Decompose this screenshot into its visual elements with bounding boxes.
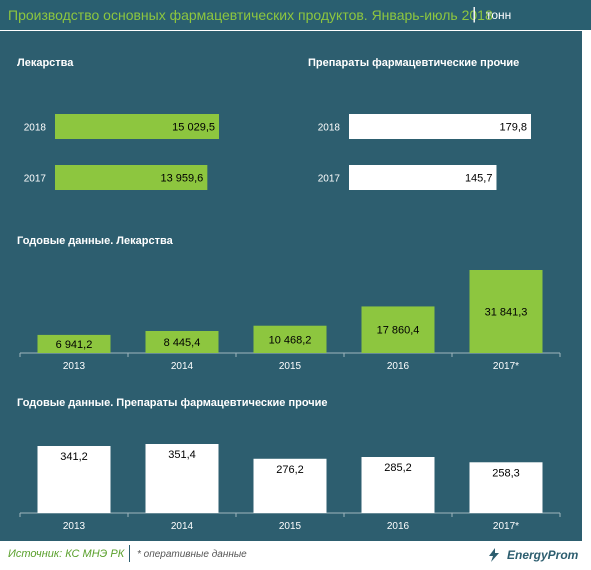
- chart-title-annual-other: Годовые данные. Препараты фармацевтическ…: [17, 397, 328, 409]
- bar: [145, 330, 219, 353]
- bar: [37, 446, 111, 513]
- footnote-text: * оперативные данные: [137, 549, 247, 560]
- x-tick-label: 2015: [279, 361, 302, 372]
- bar: [361, 306, 435, 353]
- bar: [145, 444, 219, 513]
- bar: [469, 270, 543, 353]
- source-text: Источник: КС МНЭ РК: [8, 548, 125, 560]
- bar: [37, 334, 111, 353]
- category-label: 2017: [318, 174, 341, 185]
- data-label: 179,8: [499, 122, 527, 134]
- data-label: 351,4: [168, 449, 196, 461]
- category-label: 2017: [24, 174, 47, 185]
- data-label: 341,2: [60, 451, 88, 463]
- energyprom-logo-text: EnergyProm: [507, 548, 579, 562]
- x-tick-label: 2013: [63, 521, 86, 532]
- x-tick-label: 2015: [279, 521, 302, 532]
- bar: [253, 325, 327, 353]
- x-tick-label: 2014: [171, 521, 194, 532]
- data-label: 13 959,6: [160, 173, 203, 185]
- category-label: 2018: [24, 123, 47, 134]
- x-tick-label: 2017*: [493, 361, 519, 372]
- bar: [349, 165, 497, 190]
- chart-title-medicines: Лекарства: [17, 57, 74, 69]
- data-label: 10 468,2: [269, 334, 312, 346]
- x-tick-label: 2013: [63, 361, 86, 372]
- energyprom-logo-icon: [489, 548, 499, 562]
- data-label: 258,3: [492, 467, 520, 479]
- data-label: 145,7: [465, 173, 493, 185]
- data-label: 6 941,2: [56, 339, 93, 351]
- category-label: 2018: [318, 123, 341, 134]
- header-bar: Производство основных фармацевтических п…: [0, 0, 591, 30]
- bar: [253, 458, 327, 513]
- x-tick-label: 2016: [387, 521, 410, 532]
- data-label: 285,2: [384, 462, 412, 474]
- data-label: 17 860,4: [377, 325, 420, 337]
- data-label: 276,2: [276, 464, 304, 476]
- data-label: 31 841,3: [485, 307, 528, 319]
- chart-title-other-preparations: Препараты фармацевтические прочие: [308, 57, 520, 69]
- footer-divider: [129, 545, 130, 562]
- x-tick-label: 2014: [171, 361, 194, 372]
- bar: [349, 114, 531, 139]
- bar: [55, 165, 208, 190]
- title-separator: |: [472, 4, 477, 23]
- x-tick-label: 2017*: [493, 521, 519, 532]
- data-label: 15 029,5: [172, 122, 215, 134]
- chart-title-annual-medicines: Годовые данные. Лекарства: [17, 235, 173, 247]
- data-label: 8 445,4: [164, 337, 201, 349]
- x-tick-label: 2016: [387, 361, 410, 372]
- unit-label: тонн: [486, 8, 512, 22]
- page-title: Производство основных фармацевтических п…: [8, 7, 493, 23]
- bar: [55, 114, 219, 139]
- bar: [361, 456, 435, 513]
- bar: [469, 462, 543, 513]
